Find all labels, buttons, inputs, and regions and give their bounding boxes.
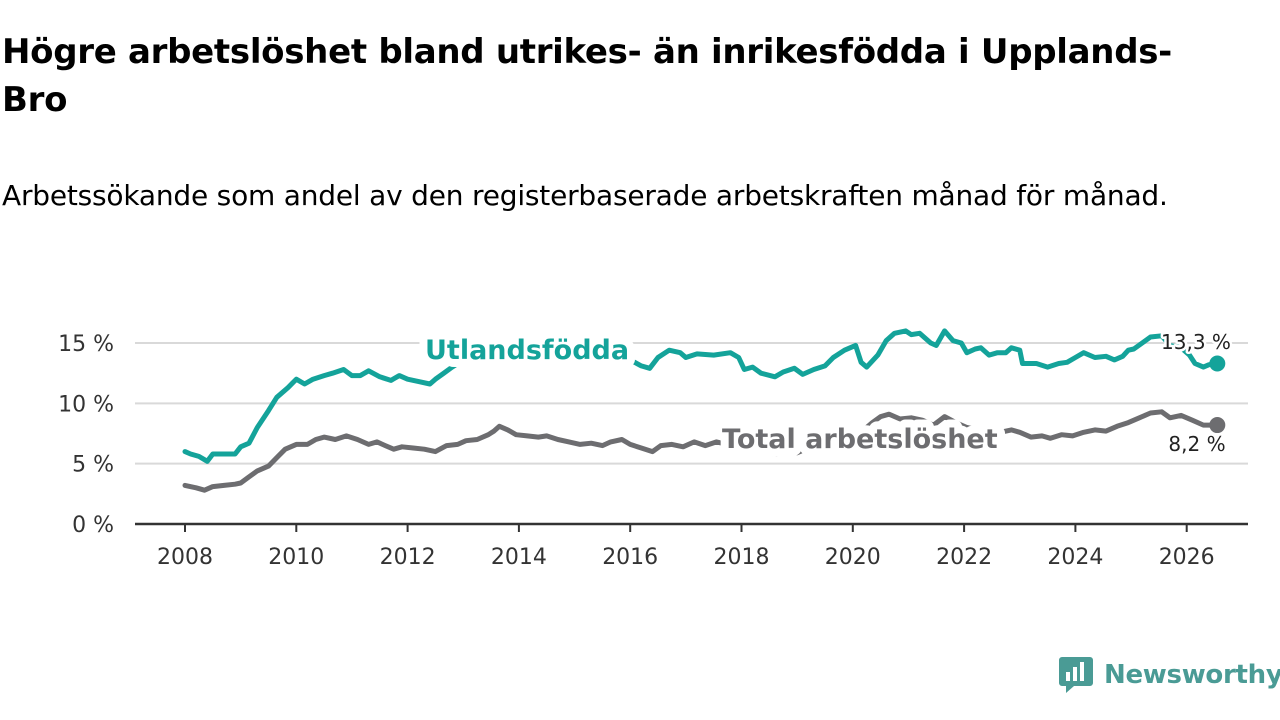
series-label-utlandsfodda: Utlandsfödda <box>425 335 629 366</box>
series-line-utlandsfodda <box>182 328 1220 464</box>
y-tick-label: 10 % <box>58 392 114 417</box>
y-tick-label: 0 % <box>72 513 114 538</box>
x-tick-label: 2018 <box>714 545 770 570</box>
end-point-utlandsfodda <box>1209 355 1226 372</box>
x-tick-label: 2008 <box>157 545 213 570</box>
series-label-total: Total arbetslöshet <box>722 424 998 455</box>
x-tick-label: 2012 <box>380 545 436 570</box>
x-tick-label: 2022 <box>936 545 992 570</box>
y-tick-label: 5 % <box>72 453 114 478</box>
x-tick-label: 2026 <box>1159 545 1215 570</box>
chart-subtitle: Arbetssökande som andel av den registerb… <box>2 179 1168 212</box>
x-tick-label: 2014 <box>491 545 547 570</box>
x-tick-label: 2010 <box>268 545 324 570</box>
x-tick-label: 2024 <box>1047 545 1103 570</box>
grid-lines <box>135 342 1248 465</box>
end-point-total <box>1209 417 1226 434</box>
newsworthy-logo-icon <box>1059 657 1093 693</box>
series-lines <box>182 328 1226 493</box>
chart-title: Högre arbetslöshet bland utrikes- än inr… <box>2 32 1172 120</box>
newsworthy-logo: Newsworthy <box>1058 654 1280 696</box>
x-tick-label: 2020 <box>825 545 881 570</box>
end-label-total: 8,2 % <box>1168 432 1225 456</box>
x-tick-label: 2016 <box>602 545 658 570</box>
newsworthy-logo-text: Newsworthy <box>1104 660 1280 690</box>
y-tick-label: 15 % <box>58 332 114 357</box>
end-label-utlandsfodda: 13,3 % <box>1161 330 1231 354</box>
series-line-total <box>182 409 1220 493</box>
axes: 0 % 5 % 10 % 15 % 2008 2010 2012 2014 2016 2018 20… <box>58 332 1248 570</box>
